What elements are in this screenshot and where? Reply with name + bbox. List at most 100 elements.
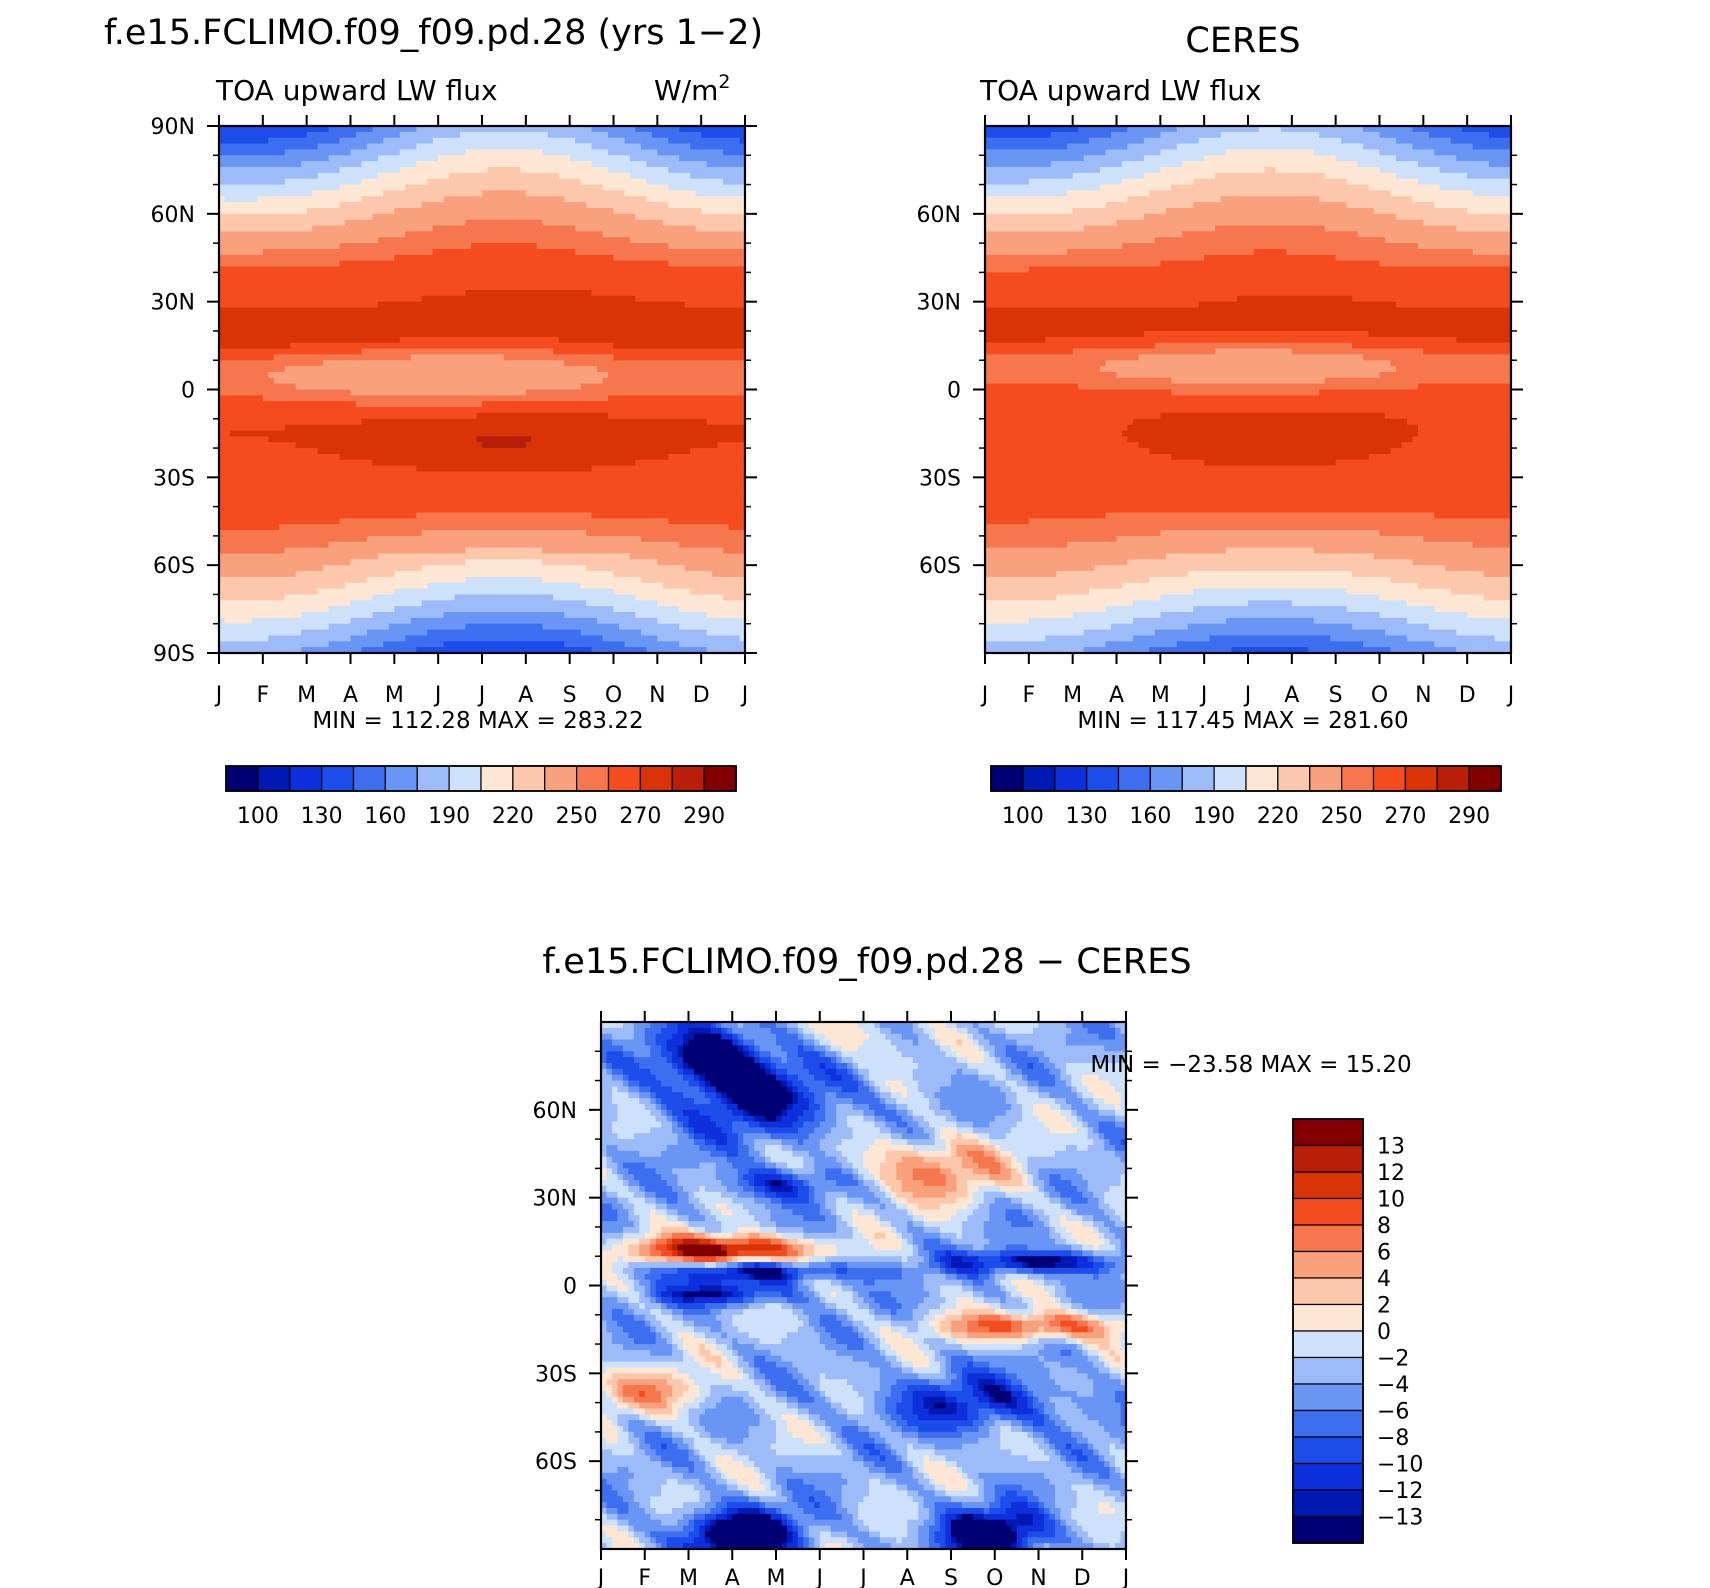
difference-contour-cell [912,1308,930,1316]
difference-contour-cell [693,1426,706,1433]
difference-contour-cell [1082,1098,1094,1105]
difference-contour-cell [1022,1209,1034,1216]
difference-contour-cell [885,1472,914,1480]
difference-contour-cell [726,1133,739,1140]
difference-contour-cell [1076,1531,1089,1538]
difference-contour-cell [792,1490,826,1497]
difference-contour-cell [918,1490,936,1497]
ceres-contour-cell [1215,348,1293,355]
difference-contour-cell [1120,1414,1127,1421]
difference-contour-cell [1038,1496,1056,1503]
difference-contour-cell [803,1373,821,1380]
difference-contour-cell [945,1267,958,1275]
ceres-contour-cell [985,202,1107,209]
difference-contour-cell [1016,1414,1045,1421]
difference-contour-cell [601,1209,619,1216]
difference-contour-cell [934,1092,1007,1099]
difference-contour-cell [710,1150,728,1158]
model-contour-cell [706,612,746,619]
difference-contour-cell [1087,1086,1116,1093]
difference-contour-cell [1011,1379,1023,1386]
difference-contour-cell [912,1127,925,1134]
difference-contour-cell [841,1496,865,1503]
difference-contour-cell [830,1431,837,1439]
difference-contour-cell [622,1180,629,1187]
difference-contour-cell [776,1390,788,1398]
difference-contour-cell [737,1174,744,1181]
difference-contour-cell [672,1461,695,1468]
ceres-contour-cell [985,512,1107,519]
difference-contour-cell [792,1262,810,1269]
ceres-contour-cell [1434,512,1512,519]
model-contour-cell [465,219,543,227]
difference-contour-cell [776,1232,783,1240]
model-x-tick-label: J [477,683,486,708]
difference-contour-cell [836,1115,848,1123]
difference-contour-cell [1005,1209,1023,1216]
difference-contour-cell [874,1314,892,1322]
difference-contour-cell [1022,1180,1029,1187]
difference-contour-cell [896,1349,925,1357]
difference-contour-cell [715,1478,728,1486]
difference-contour-cell [715,1344,728,1351]
difference-contour-cell [655,1033,673,1041]
difference-contour-cell [754,1355,766,1363]
difference-contour-cell [699,1420,761,1427]
difference-contour-cell [929,1320,941,1328]
model-contour-cell [591,143,642,151]
difference-contour-cell [940,1326,952,1333]
model-contour-cell [219,348,363,355]
difference-contour-cell [715,1256,728,1263]
difference-contour-cell [672,1402,684,1410]
difference-contour-cell [825,1197,837,1205]
difference-contour-cell [1022,1074,1029,1082]
difference-contour-cell [1005,1367,1051,1374]
difference-contour-cell [803,1156,815,1164]
difference-contour-cell [611,1127,651,1134]
ceres-contour-cell [985,565,1096,572]
difference-contour-cell [1049,1543,1094,1550]
ceres-contour-cell [985,559,1129,566]
ceres-contour-cell [1406,418,1512,426]
difference-contour-cell [951,1074,979,1082]
difference-contour-cell [940,1385,963,1392]
difference-contour-cell [611,1308,624,1316]
difference-contour-cell [972,1279,985,1287]
difference-contour-cell [776,1472,843,1480]
difference-contour-cell [748,1238,772,1246]
ceres-contour-cell [1231,647,1309,654]
difference-contour-cell [748,1180,755,1187]
difference-contour-cell [797,1250,804,1257]
ceres-contour-cell [985,301,1200,309]
difference-contour-cell [721,1098,728,1105]
difference-contour-cell [1000,1285,1007,1292]
difference-contour-cell [1005,1490,1018,1497]
difference-contour-cell [622,1385,657,1392]
difference-contour-cell [1054,1496,1078,1503]
difference-contour-cell [830,1332,859,1339]
difference-contour-cell [683,1543,711,1550]
model-contour-cell [361,348,554,355]
difference-contour-cell [633,1267,651,1275]
difference-contour-cell [868,1467,886,1474]
difference-contour-cell [633,1203,657,1210]
difference-contour-cell [688,1467,695,1474]
difference-contour-cell [868,1484,897,1492]
model-contour-cell [219,336,401,344]
model-contour-cell [219,243,341,250]
difference-contour-cell [661,1543,668,1550]
ceres-colorbar-swatch [1468,765,1502,792]
difference-contour-cell [792,1144,821,1152]
difference-contour-cell [879,1414,892,1421]
difference-contour-cell [1071,1197,1089,1205]
difference-contour-cell [940,1133,958,1140]
difference-contour-cell [1027,1390,1034,1398]
difference-contour-cell [1033,1402,1045,1410]
difference-contour-cell [852,1543,865,1550]
difference-contour-cell [644,1103,657,1111]
difference-contour-cell [885,1232,897,1240]
difference-contour-cell [918,1022,930,1029]
difference-contour-cell [1043,1408,1056,1415]
difference-contour-cell [847,1191,876,1199]
difference-contour-cell [983,1490,996,1497]
